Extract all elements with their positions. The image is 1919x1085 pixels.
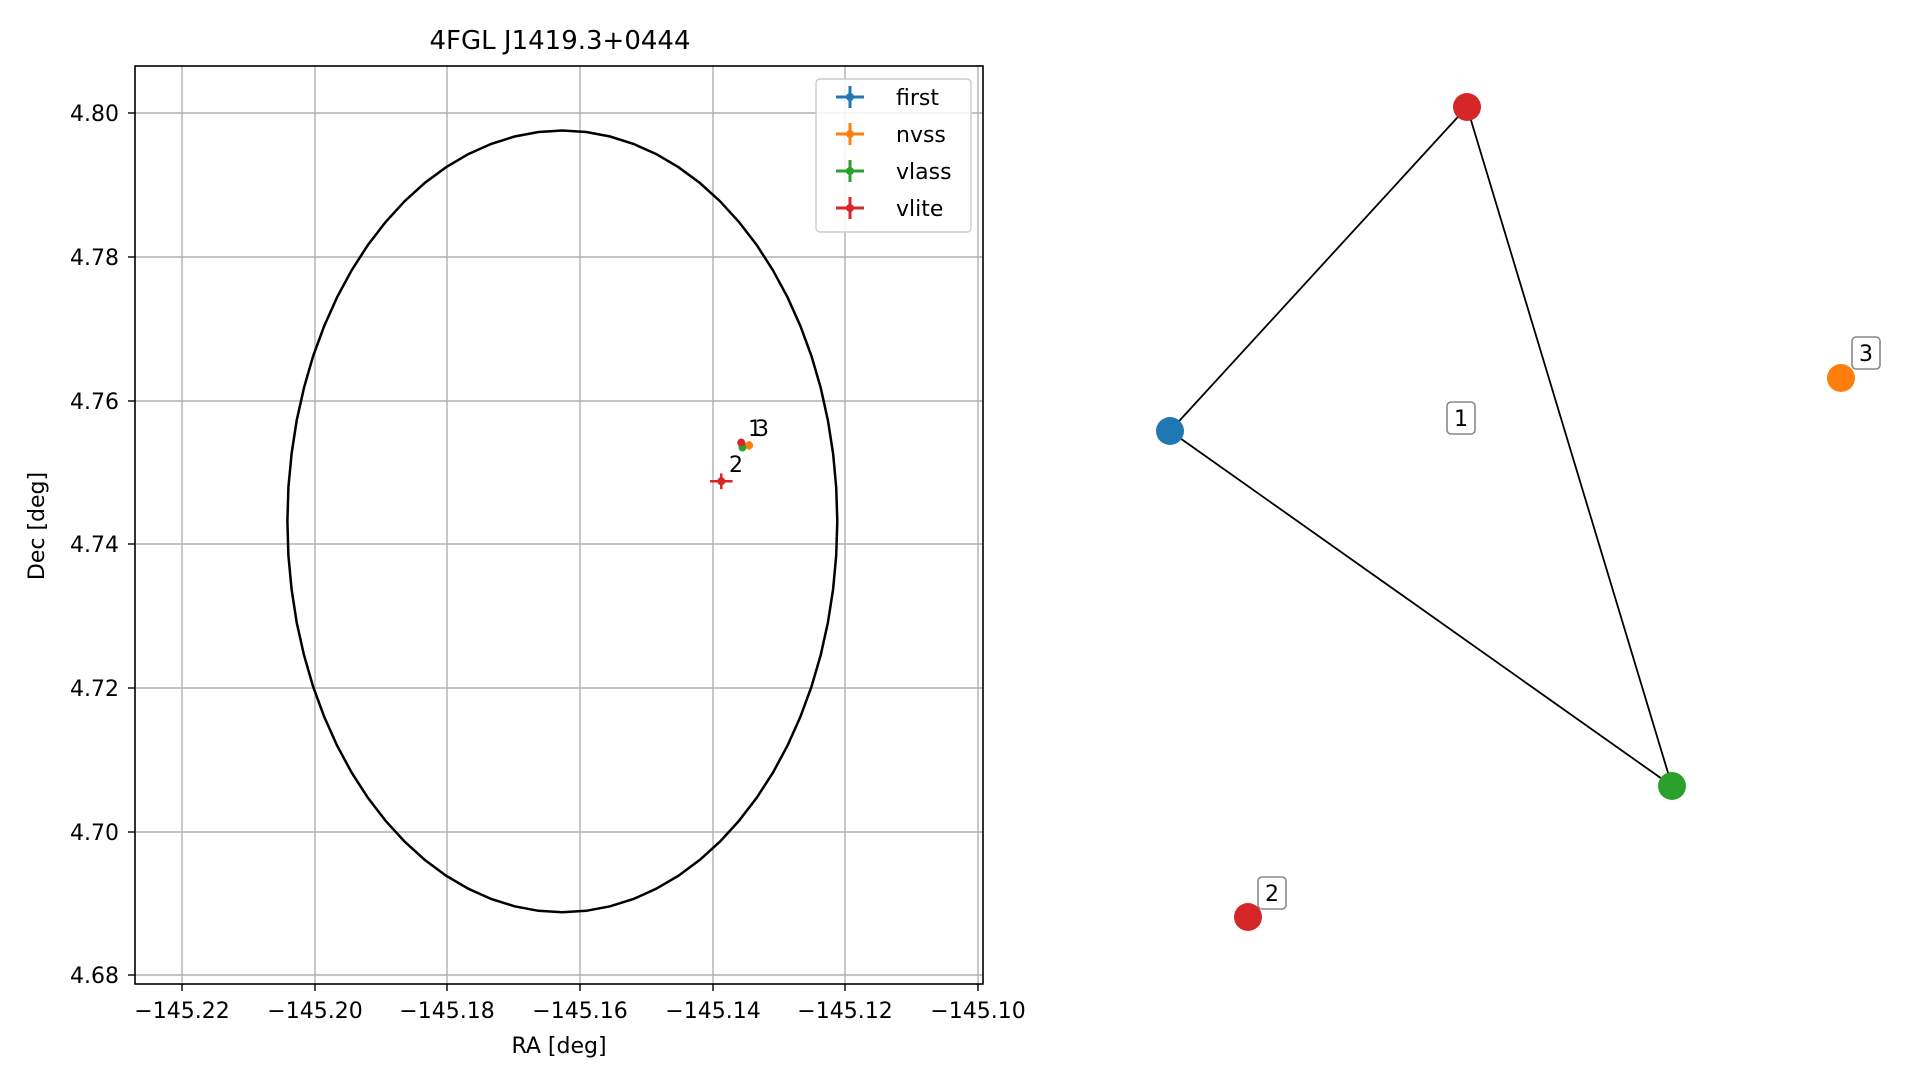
node-first bbox=[1156, 417, 1184, 445]
plot-frame bbox=[134, 65, 984, 985]
x-tick-label: −145.22 bbox=[134, 999, 229, 1024]
ellipse-outline bbox=[286, 129, 839, 914]
x-axis-ticks: −145.22 −145.20 −145.18 −145.16 −145.14 … bbox=[134, 984, 1026, 1024]
edge-first-vlite bbox=[1169, 106, 1468, 432]
point-vlite-1 bbox=[737, 438, 746, 447]
legend-entry-nvss: nvss bbox=[836, 123, 946, 148]
y-tick-label: 4.70 bbox=[70, 821, 119, 846]
legend-marker-dot bbox=[846, 167, 854, 175]
group-label-1: 1 bbox=[1446, 401, 1476, 435]
annotation-labels: 1 3 2 bbox=[729, 417, 769, 478]
label-box bbox=[1446, 401, 1476, 435]
x-tick-label: −145.18 bbox=[399, 999, 494, 1024]
x-tick-label: −145.14 bbox=[665, 999, 760, 1024]
y-tick-label: 4.68 bbox=[70, 964, 119, 989]
label-text: 2 bbox=[1265, 882, 1279, 907]
label-box bbox=[1851, 336, 1881, 370]
y-axis-label: Dec [deg] bbox=[25, 472, 50, 580]
x-tick-label: −145.16 bbox=[532, 999, 627, 1024]
y-axis-ticks: 4.68 4.70 4.72 4.74 4.76 4.78 4.80 bbox=[70, 102, 135, 989]
legend-label: vlass bbox=[896, 160, 952, 185]
node-nvss bbox=[1827, 364, 1855, 392]
legend: first nvss vlass vlite bbox=[815, 78, 972, 233]
y-tick-label: 4.72 bbox=[70, 677, 119, 702]
legend-marker-dot bbox=[846, 204, 854, 212]
label-text: 3 bbox=[1859, 342, 1873, 367]
edge-vlite-vlass bbox=[1466, 106, 1673, 787]
node-label-2: 2 bbox=[1257, 876, 1287, 910]
node-vlass bbox=[1658, 772, 1686, 800]
label-box bbox=[1257, 876, 1287, 910]
chart-title: 4FGL J1419.3+0444 bbox=[430, 26, 691, 56]
point-vlite-2 bbox=[710, 473, 733, 490]
legend-marker-dot bbox=[846, 93, 854, 101]
node-vlite-2 bbox=[1234, 903, 1262, 931]
y-tick-label: 4.76 bbox=[70, 390, 119, 415]
point-marker bbox=[737, 438, 746, 447]
network-edges bbox=[1169, 106, 1673, 787]
x-tick-label: −145.12 bbox=[797, 999, 892, 1024]
legend-label: vlite bbox=[896, 197, 943, 222]
point-marker bbox=[717, 477, 726, 486]
network-nodes bbox=[1156, 93, 1855, 931]
edge-vlass-first bbox=[1169, 430, 1673, 787]
node-vlite-1 bbox=[1453, 93, 1481, 121]
point-marker bbox=[745, 441, 754, 450]
legend-entry-vlite: vlite bbox=[836, 197, 943, 222]
data-points bbox=[710, 438, 754, 490]
network-panel: 1 3 2 bbox=[1156, 93, 1881, 931]
localization-ellipse bbox=[286, 129, 839, 914]
scatter-panel: 4FGL J1419.3+0444 1 3 2 bbox=[25, 26, 1026, 1059]
legend-label: first bbox=[896, 86, 939, 111]
annotation-label-3: 3 bbox=[755, 417, 769, 442]
legend-entry-first: first bbox=[836, 86, 939, 111]
y-tick-label: 4.78 bbox=[70, 246, 119, 271]
y-tick-label: 4.74 bbox=[70, 533, 119, 558]
legend-entry-vlass: vlass bbox=[836, 160, 952, 185]
y-tick-label: 4.80 bbox=[70, 102, 119, 127]
legend-box bbox=[815, 78, 972, 233]
annotation-label-2: 2 bbox=[729, 453, 743, 478]
legend-marker-dot bbox=[846, 130, 854, 138]
node-label-3: 3 bbox=[1851, 336, 1881, 370]
x-tick-label: −145.10 bbox=[930, 999, 1025, 1024]
annotation-label-1: 1 bbox=[748, 417, 762, 442]
legend-label: nvss bbox=[896, 123, 946, 148]
x-axis-label: RA [deg] bbox=[511, 1034, 606, 1059]
x-tick-label: −145.20 bbox=[267, 999, 362, 1024]
label-text: 1 bbox=[1454, 407, 1468, 432]
point-nvss-1 bbox=[745, 441, 754, 450]
